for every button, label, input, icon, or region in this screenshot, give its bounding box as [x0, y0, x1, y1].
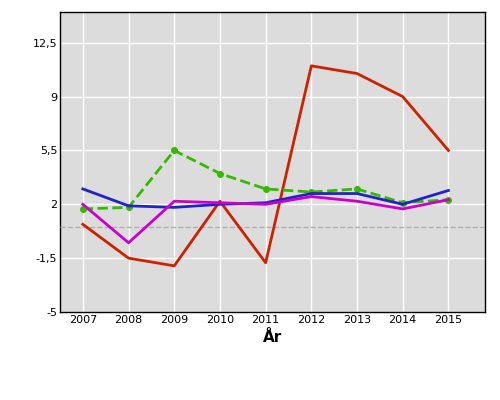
X-axis label: År: År — [263, 330, 282, 345]
